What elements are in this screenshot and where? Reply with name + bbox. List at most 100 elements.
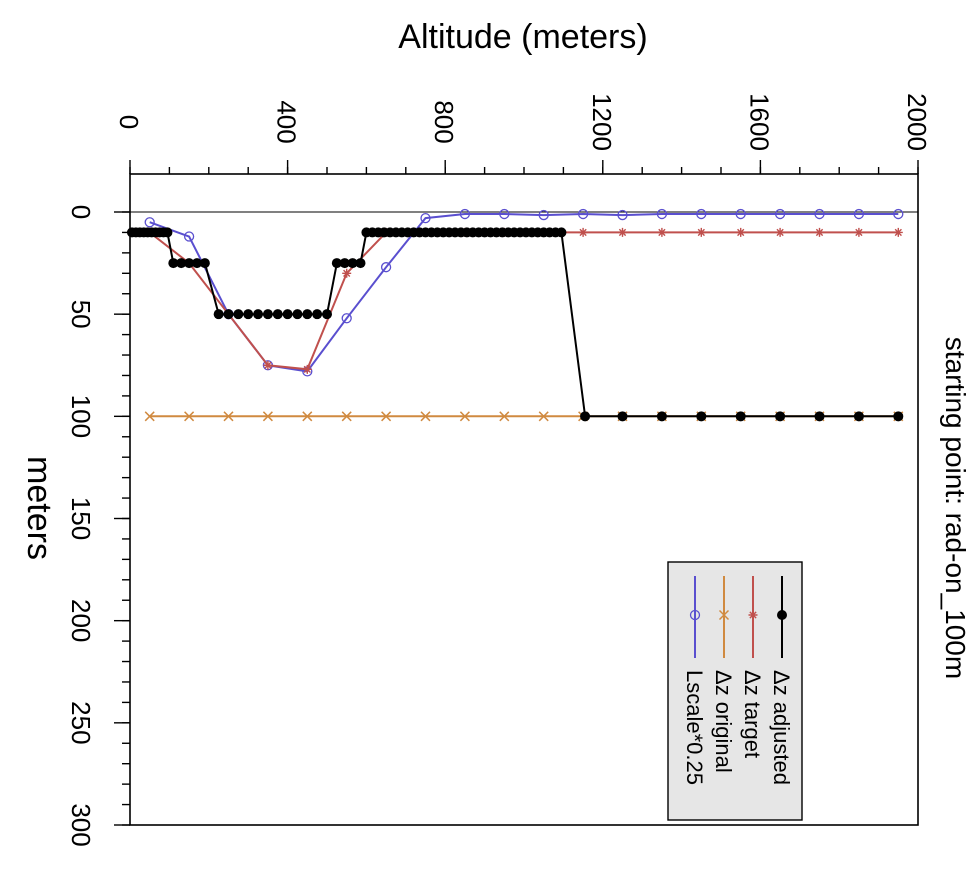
point-filled-circle <box>184 258 195 269</box>
point-open-circle <box>144 217 155 228</box>
point-star <box>696 227 706 237</box>
point-star <box>893 227 903 237</box>
x-axis-title: Altitude (meters) <box>398 18 647 56</box>
point-x <box>718 609 730 621</box>
series-line <box>149 231 899 371</box>
point-filled-circle <box>556 227 567 238</box>
point-filled-circle <box>191 258 202 269</box>
point-filled-circle <box>617 411 628 422</box>
x-tick-label: 800 <box>429 100 459 143</box>
legend-label: Lscale*0.25 <box>682 670 707 785</box>
point-filled-circle <box>253 309 264 320</box>
y-axis-title: meters <box>20 456 58 560</box>
y-tick-label: 100 <box>66 395 96 438</box>
point-filled-circle <box>223 309 234 320</box>
point-star <box>342 268 352 278</box>
legend-label: Δz target <box>740 670 765 758</box>
series-line <box>132 231 899 418</box>
x-tick-label: 0 <box>114 115 144 129</box>
point-filled-circle <box>814 411 825 422</box>
point-filled-circle <box>292 309 303 320</box>
legend-box <box>667 561 803 821</box>
point-open-circle <box>459 208 471 220</box>
point-star <box>578 227 588 237</box>
point-open-circle <box>380 262 392 273</box>
point-x <box>341 411 352 422</box>
chart-title: starting point: rad-on_100m <box>940 337 971 679</box>
point-filled-circle <box>243 309 254 320</box>
point-filled-circle <box>696 411 707 422</box>
point-filled-circle <box>347 258 358 269</box>
point-x <box>499 411 510 422</box>
point-x <box>184 411 195 422</box>
point-star <box>302 364 312 374</box>
point-star <box>748 610 758 620</box>
point-x <box>459 411 470 422</box>
point-filled-circle <box>199 258 210 269</box>
point-x <box>538 411 549 422</box>
x-tick-label: 2000 <box>902 93 932 151</box>
point-open-circle <box>814 208 825 220</box>
point-filled-circle <box>355 258 366 269</box>
point-open-circle <box>183 231 195 242</box>
point-open-circle <box>538 209 549 221</box>
point-star <box>263 360 273 370</box>
point-x <box>302 411 313 422</box>
point-open-circle <box>617 209 628 221</box>
point-star <box>815 227 824 237</box>
y-tick-label: 150 <box>66 497 96 540</box>
point-star <box>736 227 746 237</box>
point-open-circle <box>735 208 746 220</box>
point-filled-circle <box>580 411 591 422</box>
x-tick-label: 400 <box>272 100 302 143</box>
point-star <box>775 227 785 237</box>
point-open-circle <box>893 208 904 220</box>
point-filled-circle <box>168 258 179 269</box>
point-filled-circle <box>213 309 224 320</box>
point-filled-circle <box>339 258 350 269</box>
point-open-circle <box>420 212 431 224</box>
y-tick-label: 300 <box>66 803 96 846</box>
point-open-circle <box>341 313 352 324</box>
point-filled-circle <box>312 309 323 320</box>
point-open-circle <box>774 208 786 220</box>
point-open-circle <box>853 208 865 220</box>
y-tick-label: 200 <box>66 599 96 642</box>
point-filled-circle <box>893 411 904 422</box>
series-line <box>149 212 899 373</box>
x-tick-label: 1200 <box>587 93 617 151</box>
point-filled-circle <box>775 411 786 422</box>
point-x <box>381 411 392 422</box>
point-filled-circle <box>272 309 283 320</box>
y-tick-label: 250 <box>66 701 96 744</box>
point-filled-circle <box>176 258 187 269</box>
ticks: 0 400 800 1200 1600 2000 0 50 100 150 200 250 300 <box>66 93 932 847</box>
point-filled-circle <box>302 309 313 320</box>
point-open-circle <box>696 208 707 220</box>
point-filled-circle <box>331 258 342 269</box>
point-open-circle <box>689 609 701 621</box>
point-x <box>420 411 431 422</box>
series-layer <box>126 208 904 422</box>
point-x <box>262 411 273 422</box>
point-open-circle <box>499 208 510 220</box>
point-open-circle <box>656 208 668 220</box>
point-star <box>854 227 864 237</box>
point-filled-circle <box>656 411 667 422</box>
point-filled-circle <box>735 411 746 422</box>
point-filled-circle <box>162 227 173 238</box>
point-x <box>144 411 155 422</box>
legend-label: Δz original <box>711 670 736 773</box>
point-filled-circle <box>853 411 864 422</box>
point-star <box>618 227 627 237</box>
legend-label: Δz adjusted <box>769 670 794 785</box>
point-filled-circle <box>777 610 787 620</box>
point-filled-circle <box>282 309 293 320</box>
series-1 <box>145 227 903 374</box>
x-tick-label: 1600 <box>744 93 774 151</box>
point-x <box>223 411 234 422</box>
y-tick-label: 50 <box>66 300 96 329</box>
point-filled-circle <box>233 309 244 320</box>
